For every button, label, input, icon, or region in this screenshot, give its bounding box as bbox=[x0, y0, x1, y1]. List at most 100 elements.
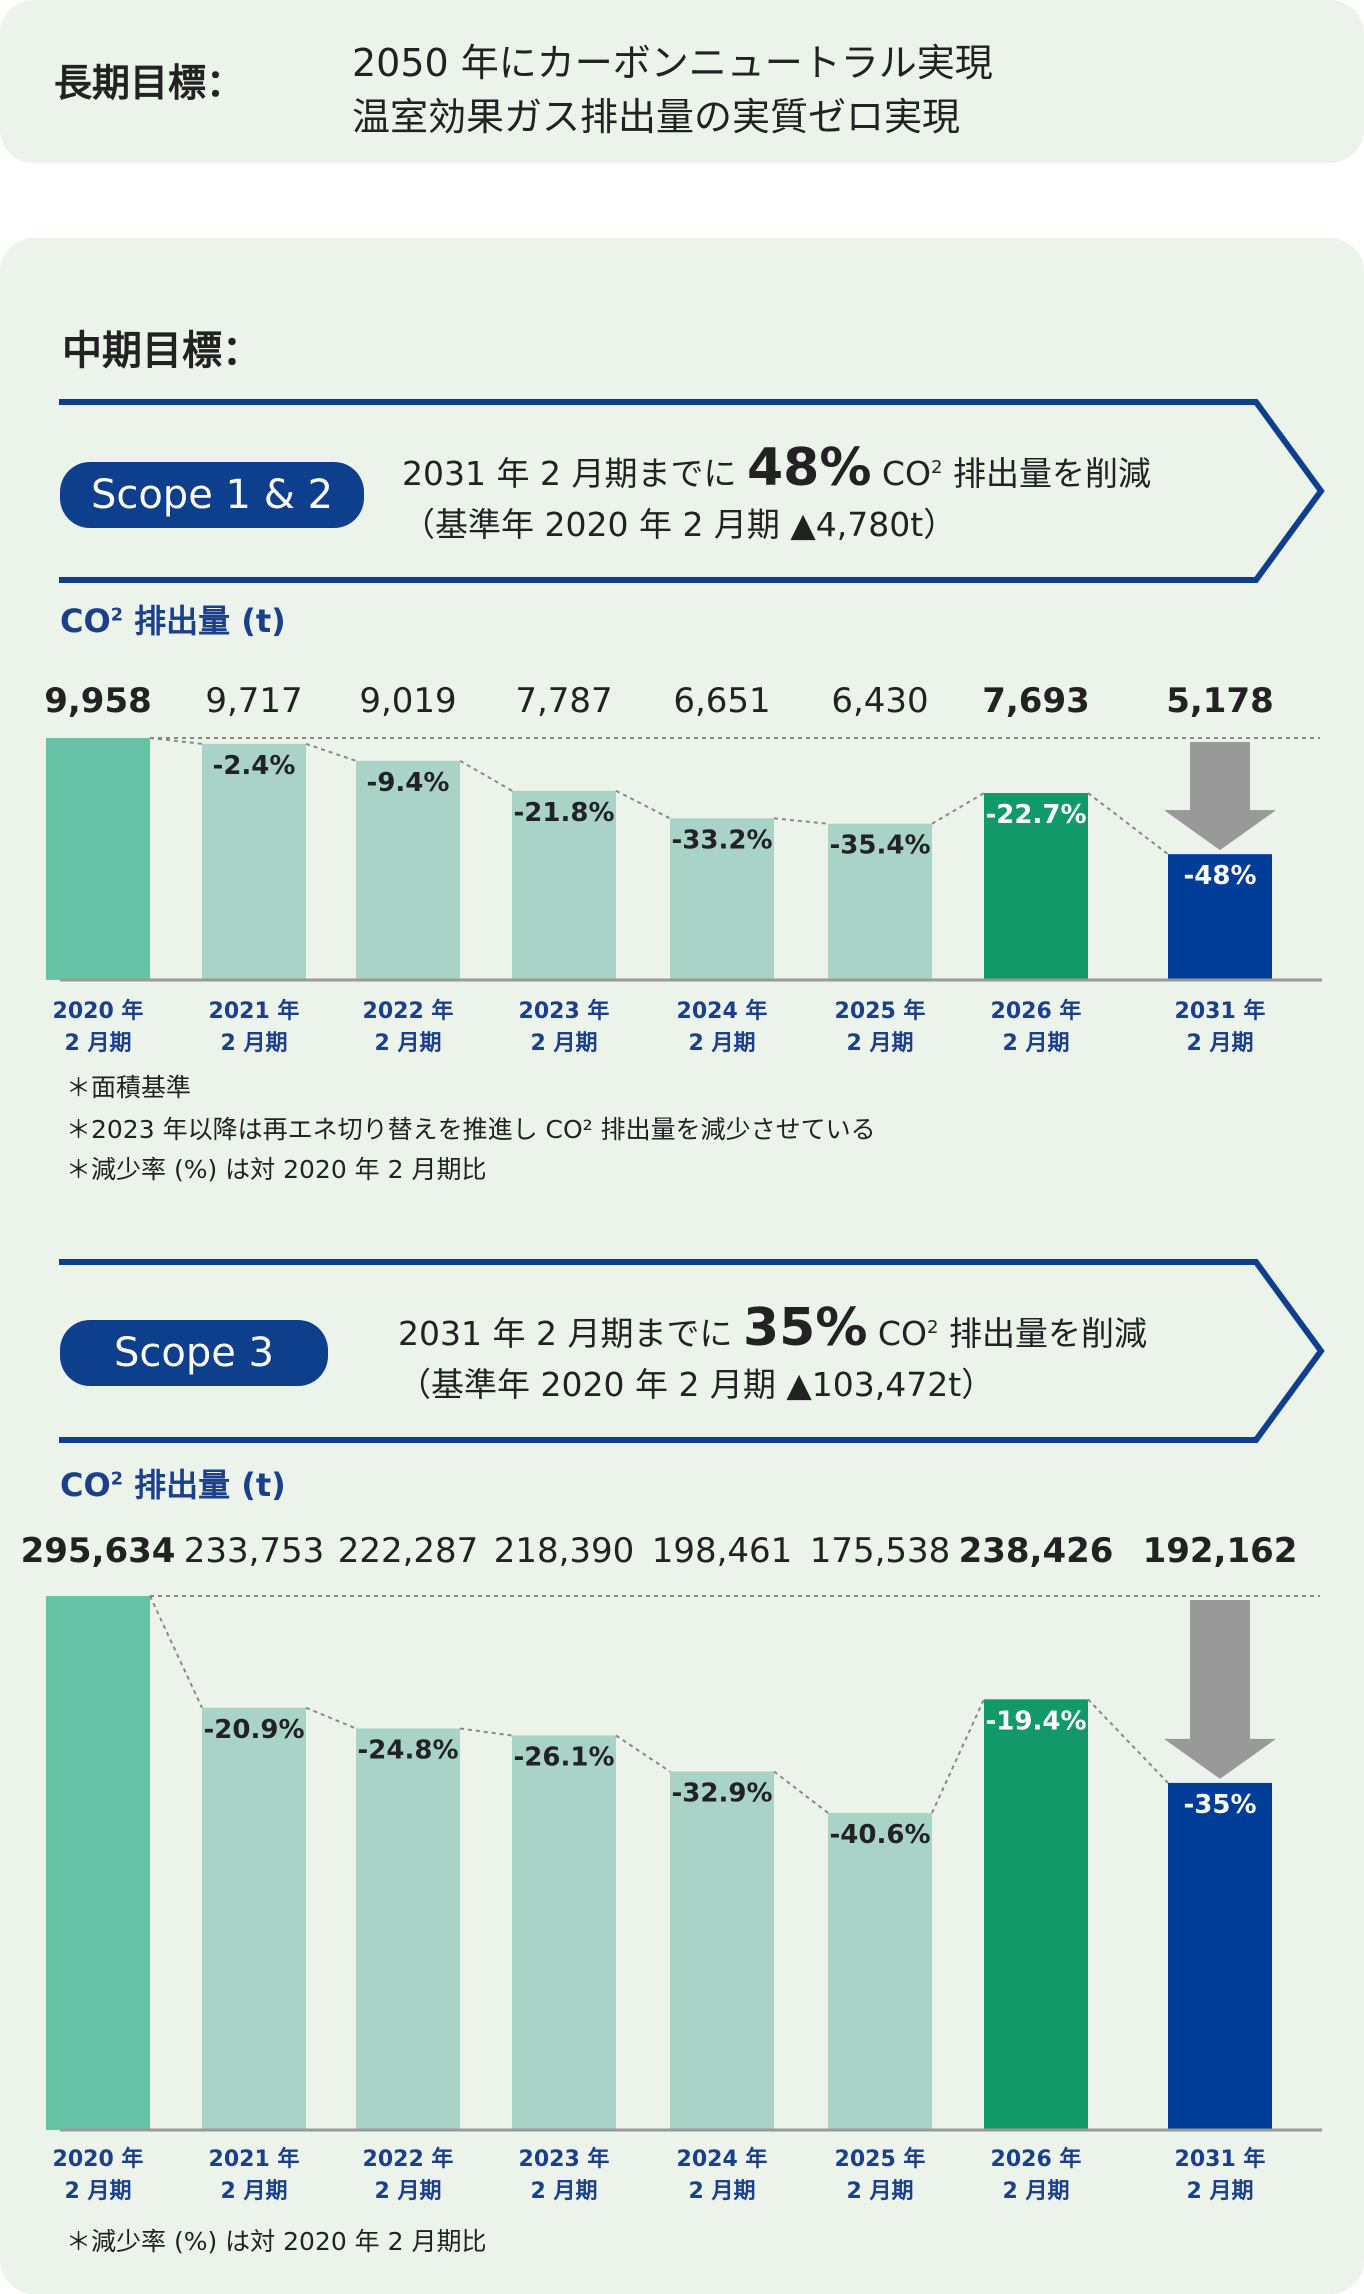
bar-3 bbox=[512, 1735, 616, 2130]
connector-0 bbox=[149, 737, 203, 745]
scope12-ylabel-rest: 排出量 (t) bbox=[134, 602, 286, 640]
category-label-2-0: 2022 年 bbox=[363, 998, 454, 1024]
value-label-3: 218,390 bbox=[494, 1531, 635, 1571]
scope12-ylabel: CO2 排出量 (t) bbox=[60, 596, 286, 642]
category-label-6-1: 2 月期 bbox=[1003, 1031, 1070, 1056]
category-label-4-0: 2024 年 bbox=[677, 998, 768, 1024]
change-label-4: -33.2% bbox=[672, 825, 773, 855]
value-label-2: 222,287 bbox=[338, 1531, 479, 1571]
connector-6 bbox=[1087, 1698, 1169, 1784]
value-label-1: 9,717 bbox=[205, 681, 302, 721]
scope3-target-prefix: 2031 年 2 月期までに bbox=[398, 1314, 733, 1353]
scope3-target-line: 2031 年 2 月期までに 35% CO2 排出量を削減 bbox=[398, 1298, 1147, 1358]
value-label-5: 6,430 bbox=[831, 681, 928, 721]
bar-6 bbox=[984, 793, 1088, 980]
connector-0 bbox=[149, 1595, 203, 1709]
scope3-pill: Scope 3 bbox=[60, 1320, 328, 1386]
value-label-2: 9,019 bbox=[359, 681, 456, 721]
connector-1 bbox=[305, 1706, 357, 1730]
bar-0 bbox=[46, 1596, 150, 2130]
category-label-6-0: 2026 年 bbox=[991, 998, 1082, 1024]
scope3-note-1: ＊減少率 (%) は対 2020 年 2 月期比 bbox=[66, 2227, 487, 2256]
scope12-target-prefix: 2031 年 2 月期までに bbox=[402, 454, 737, 493]
connector-4 bbox=[773, 1770, 829, 1814]
scope3-ylabel-co: CO bbox=[60, 1466, 111, 1504]
category-label-6-1: 2 月期 bbox=[1003, 2179, 1070, 2204]
category-label-1-1: 2 月期 bbox=[221, 1031, 288, 1056]
scope3-target-co: CO bbox=[877, 1314, 927, 1353]
bar-0 bbox=[46, 738, 150, 980]
long-term-label: 長期目標： bbox=[54, 61, 245, 105]
scope3-target-sub: 2 bbox=[926, 1317, 939, 1338]
change-label-1: -2.4% bbox=[213, 751, 296, 781]
change-label-3: -26.1% bbox=[514, 1743, 615, 1773]
category-label-7-0: 2031 年 bbox=[1175, 2146, 1266, 2172]
change-label-1: -20.9% bbox=[204, 1715, 305, 1745]
change-label-2: -24.8% bbox=[358, 1735, 459, 1765]
change-label-5: -35.4% bbox=[830, 831, 931, 861]
value-label-0: 295,634 bbox=[21, 1531, 176, 1571]
value-label-6: 238,426 bbox=[959, 1531, 1114, 1571]
change-label-3: -21.8% bbox=[514, 798, 615, 828]
value-label-1: 233,753 bbox=[184, 1531, 325, 1571]
value-label-6: 7,693 bbox=[982, 681, 1090, 721]
connector-6 bbox=[1087, 792, 1169, 855]
scope3-baseline: （基準年 2020 年 2 月期 ▲103,472t） bbox=[398, 1365, 995, 1404]
mid-term-label: 中期目標： bbox=[62, 328, 262, 374]
change-label-5: -40.6% bbox=[830, 1820, 931, 1850]
bar-5 bbox=[828, 1812, 932, 2130]
change-label-2: -9.4% bbox=[367, 768, 450, 798]
category-label-2-1: 2 月期 bbox=[375, 2179, 442, 2204]
category-label-5-0: 2025 年 bbox=[835, 2146, 926, 2172]
category-label-2-1: 2 月期 bbox=[375, 1031, 442, 1056]
value-label-5: 175,538 bbox=[810, 1531, 951, 1571]
category-label-0-0: 2020 年 bbox=[53, 998, 144, 1024]
change-label-6: -22.7% bbox=[986, 800, 1087, 830]
category-label-4-1: 2 月期 bbox=[689, 1031, 756, 1056]
value-label-0: 9,958 bbox=[44, 681, 152, 721]
bar-7 bbox=[1168, 1782, 1272, 2130]
scope12-chart: 9,958 9,717 9,019 7,787 6,651 6,430 7,693 5,178… bbox=[44, 681, 1322, 1056]
connector-2 bbox=[459, 1727, 513, 1737]
scope12-target-co: CO bbox=[881, 454, 931, 493]
category-label-5-0: 2025 年 bbox=[835, 998, 926, 1024]
connector-2 bbox=[459, 759, 513, 792]
value-label-7: 192,162 bbox=[1143, 1531, 1298, 1571]
category-label-3-1: 2 月期 bbox=[531, 1031, 598, 1056]
scope12-baseline: （基準年 2020 年 2 月期 ▲4,780t） bbox=[402, 505, 957, 544]
category-label-0-0: 2020 年 bbox=[53, 2146, 144, 2172]
reduction-arrow-icon bbox=[1164, 742, 1276, 851]
category-label-7-0: 2031 年 bbox=[1175, 998, 1266, 1024]
long-term-line2: 温室効果ガス排出量の実質ゼロ実現 bbox=[352, 95, 961, 139]
scope3-target-suffix: 排出量を削減 bbox=[949, 1314, 1147, 1353]
bar-4 bbox=[670, 1771, 774, 2130]
value-label-4: 198,461 bbox=[652, 1531, 793, 1571]
bar-2 bbox=[356, 760, 460, 980]
bar-6 bbox=[984, 1699, 1088, 2130]
category-label-1-1: 2 月期 bbox=[221, 2179, 288, 2204]
category-label-5-1: 2 月期 bbox=[847, 1031, 914, 1056]
category-label-1-0: 2021 年 bbox=[209, 2146, 300, 2172]
bar-5 bbox=[828, 823, 932, 980]
category-label-6-0: 2026 年 bbox=[991, 2146, 1082, 2172]
category-label-3-1: 2 月期 bbox=[531, 2179, 598, 2204]
value-label-4: 6,651 bbox=[673, 681, 770, 721]
category-label-5-1: 2 月期 bbox=[847, 2179, 914, 2204]
scope3-ylabel: CO2 排出量 (t) bbox=[60, 1460, 286, 1506]
bar-3 bbox=[512, 790, 616, 980]
category-label-7-1: 2 月期 bbox=[1187, 2179, 1254, 2204]
scope3-target-pct: 35% bbox=[742, 1298, 868, 1358]
reduction-arrow-icon bbox=[1164, 1600, 1276, 1779]
category-label-4-0: 2024 年 bbox=[677, 2146, 768, 2172]
scope12-banner-arrow bbox=[59, 399, 1325, 583]
connector-1 bbox=[305, 742, 357, 762]
bar-1 bbox=[202, 1707, 306, 2130]
scope12-ylabel-sub: 2 bbox=[110, 605, 123, 626]
connector-3 bbox=[615, 789, 671, 820]
scope3-ylabel-rest: 排出量 (t) bbox=[134, 1466, 286, 1504]
scope3-banner-arrow bbox=[59, 1259, 1325, 1443]
change-label-6: -19.4% bbox=[986, 1706, 1087, 1736]
bar-4 bbox=[670, 818, 774, 980]
value-label-3: 7,787 bbox=[515, 681, 612, 721]
scope12-target-pct: 48% bbox=[746, 438, 872, 498]
